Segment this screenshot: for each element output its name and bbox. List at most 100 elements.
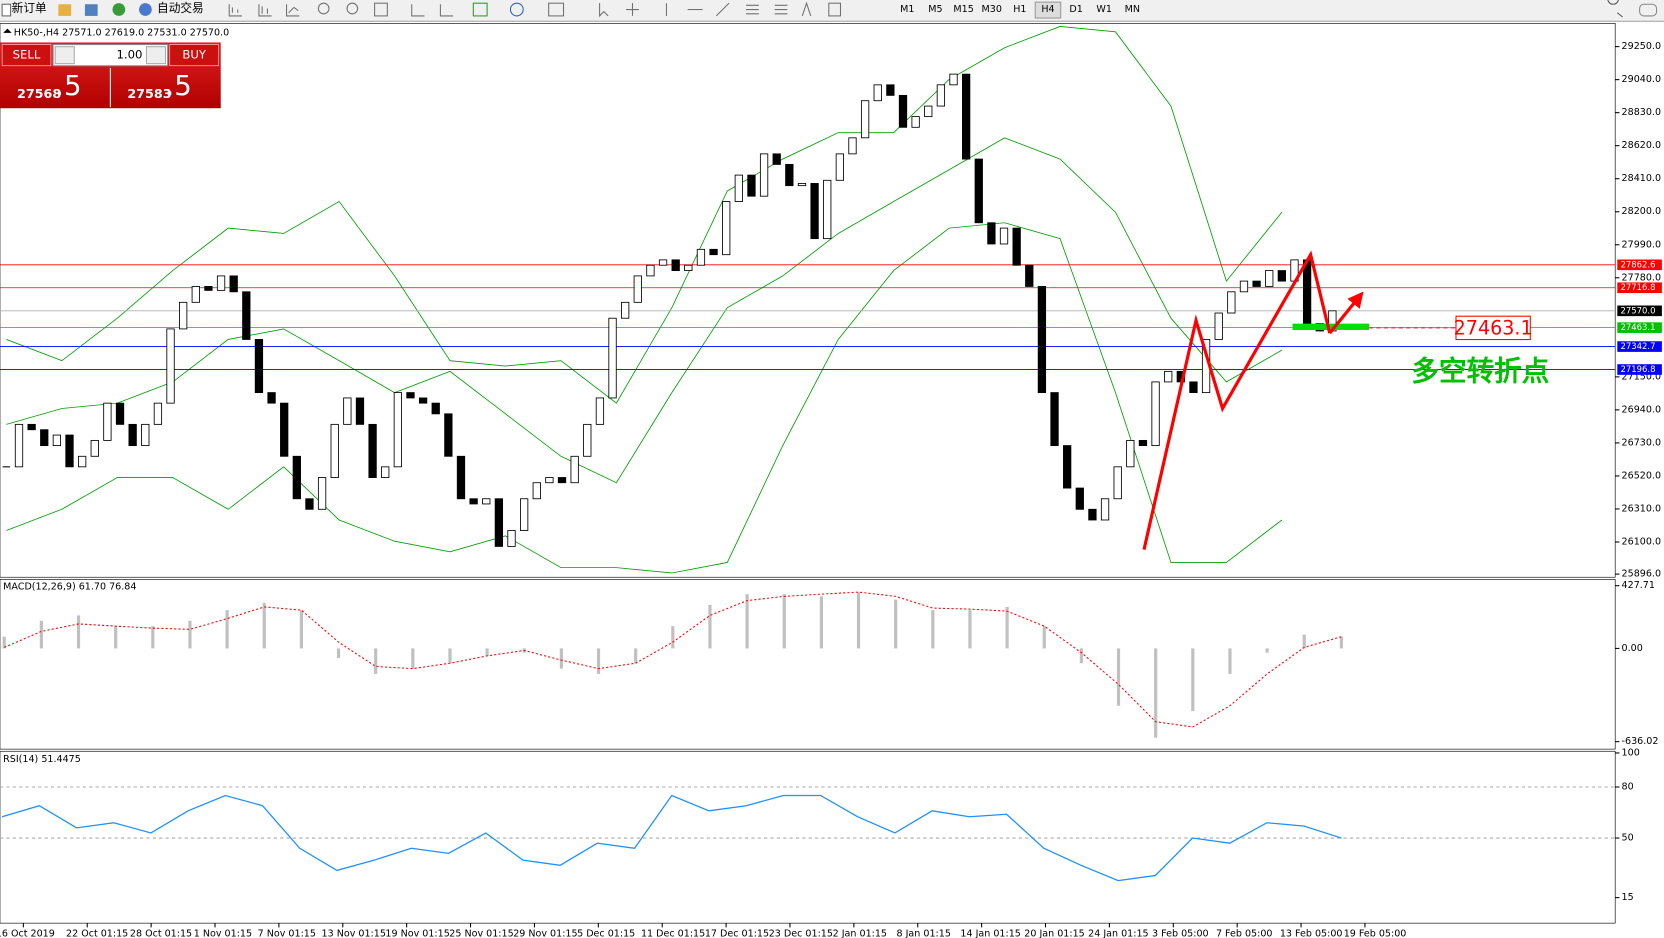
macd-bar <box>856 592 861 649</box>
x-tick-label: 17 Dec 01:15 <box>705 928 769 938</box>
lot-value[interactable]: 1.00 <box>116 48 142 62</box>
sell-button[interactable] <box>1 44 52 67</box>
y-tick-label: 28200.0 <box>1622 206 1661 217</box>
buy-fraction[interactable]: .5 <box>166 69 192 102</box>
chat-icon[interactable] <box>1639 3 1658 17</box>
icon[interactable] <box>58 4 72 16</box>
buy-label[interactable]: BUY <box>182 48 207 62</box>
rsi-panel <box>0 750 1616 924</box>
timeframe-button[interactable]: M30 <box>982 4 1002 15</box>
timeframe-button[interactable]: D1 <box>1069 4 1082 15</box>
candle <box>722 201 731 256</box>
macd-bar <box>1339 636 1343 649</box>
y-tick-label: 28830.0 <box>1622 107 1661 118</box>
candle <box>633 275 642 303</box>
auto-trading-icon[interactable] <box>139 3 152 16</box>
sell-label[interactable]: SELL <box>13 48 41 62</box>
icon[interactable] <box>774 4 788 15</box>
x-tick-label: 13 Nov 01:15 <box>322 928 386 938</box>
candle <box>974 158 983 224</box>
candle <box>1113 466 1122 500</box>
candle <box>191 286 200 303</box>
timeframe-button[interactable]: MN <box>1125 4 1140 15</box>
candle <box>280 402 289 457</box>
sell-fraction[interactable]: .5 <box>55 69 81 102</box>
candle <box>696 248 706 266</box>
timeframe-button[interactable]: M5 <box>928 4 942 15</box>
candle <box>823 179 832 240</box>
new-order-icon[interactable] <box>1 3 12 17</box>
timeframe-button[interactable]: W1 <box>1096 4 1112 15</box>
timeframe-button[interactable]: H1 <box>1013 4 1026 15</box>
icon[interactable] <box>801 1 812 17</box>
candle <box>734 174 743 202</box>
macd-bar <box>448 648 452 664</box>
candle <box>292 455 301 500</box>
macd-bar <box>634 648 638 664</box>
x-tick-label: 3 Feb 05:00 <box>1152 928 1209 938</box>
new-order-button[interactable]: 新订单 <box>12 1 47 15</box>
icon[interactable] <box>317 2 330 15</box>
sell-price[interactable]: 27568 <box>17 87 61 102</box>
collapse-icon[interactable] <box>3 28 12 33</box>
x-tick-label: 7 Feb 05:00 <box>1216 928 1273 938</box>
icon[interactable] <box>439 4 454 17</box>
price-box-label: 27463.1 <box>1454 316 1533 339</box>
macd-bar <box>931 610 935 649</box>
buy-price[interactable]: 27583 <box>127 87 171 102</box>
bollinger-lower <box>6 222 1283 574</box>
candle <box>1302 259 1312 324</box>
macd-bar <box>374 648 378 674</box>
timeframe-button[interactable]: H4 <box>1041 4 1054 15</box>
candle <box>494 498 504 547</box>
icon[interactable] <box>599 3 609 18</box>
icon[interactable] <box>715 2 730 17</box>
timeframe-button[interactable]: M15 <box>953 4 973 15</box>
macd-bar <box>1265 648 1269 653</box>
y-tick-label: 26310.0 <box>1622 503 1661 514</box>
candle <box>671 259 680 271</box>
icon[interactable] <box>548 2 565 17</box>
icon[interactable] <box>746 4 759 15</box>
icon[interactable] <box>258 4 272 17</box>
icon[interactable] <box>228 4 242 17</box>
candle <box>835 153 844 181</box>
y-tick-label: -636.02 <box>1622 736 1659 747</box>
icon[interactable] <box>411 4 425 17</box>
icon[interactable] <box>84 4 98 16</box>
candle <box>519 498 529 531</box>
candle <box>684 264 693 271</box>
y-tick-label: 427.71 <box>1622 580 1655 591</box>
icon[interactable] <box>472 2 488 17</box>
candle <box>166 328 175 404</box>
candle <box>570 455 579 484</box>
macd-bar <box>708 604 712 649</box>
icon[interactable] <box>626 3 639 16</box>
icon[interactable] <box>286 4 300 17</box>
x-tick-label: 19 Feb 05:00 <box>1344 928 1407 938</box>
buy-button[interactable] <box>169 44 219 67</box>
icon[interactable] <box>374 2 388 17</box>
macd-bar <box>819 596 823 649</box>
timeframe-button[interactable]: M1 <box>900 4 914 15</box>
auto-trading-button[interactable]: 自动交易 <box>157 1 204 15</box>
y-tick-label: 26730.0 <box>1622 437 1661 448</box>
candle <box>1025 264 1034 287</box>
search-icon[interactable] <box>1607 0 1623 18</box>
x-tick-label: 13 Feb 05:00 <box>1280 928 1343 938</box>
lot-down[interactable] <box>54 46 75 65</box>
y-tick-label: 27990.0 <box>1622 239 1661 250</box>
candle <box>1214 312 1223 340</box>
icon[interactable] <box>509 2 524 17</box>
price-level-label: 27570.0 <box>1620 305 1655 315</box>
lot-up[interactable] <box>145 46 167 65</box>
candle <box>267 392 276 404</box>
x-tick-label: 16 Oct 2019 <box>0 928 55 938</box>
icon[interactable] <box>828 2 842 17</box>
icon[interactable] <box>112 3 126 16</box>
lot-input[interactable] <box>52 44 169 67</box>
macd-bar <box>671 626 675 649</box>
icon[interactable] <box>346 2 359 15</box>
candle <box>532 482 541 500</box>
